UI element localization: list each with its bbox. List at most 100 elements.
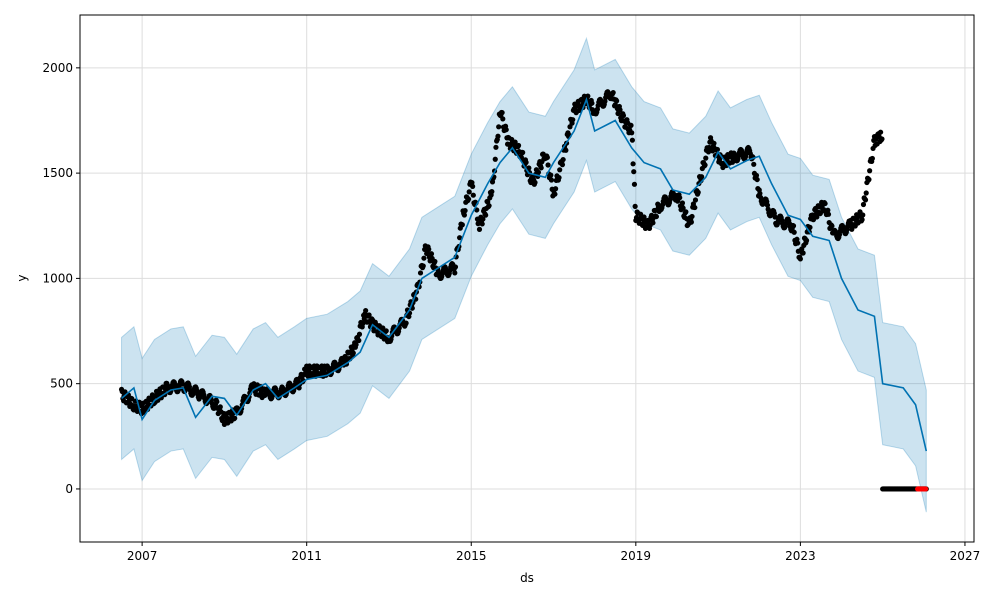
observed-point [688,219,694,225]
observed-point [628,122,634,128]
observed-point [461,212,467,218]
observed-point [544,154,550,161]
observed-point [403,320,409,326]
y-tick-label: 500 [50,377,73,391]
observed-point [630,161,636,167]
observed-point [679,200,686,206]
observed-point [350,350,356,356]
observed-point [492,156,498,162]
observed-point [535,169,542,175]
y-tick-label: 2000 [42,61,73,75]
observed-point [689,213,695,220]
observed-point [499,110,505,116]
observed-point [493,144,499,150]
observed-point [753,172,760,179]
observed-point [417,270,424,276]
observed-point [217,404,223,410]
observed-point [610,89,616,96]
observed-point [526,165,532,171]
observed-point [699,174,705,180]
observed-point [552,186,559,192]
observed-point [585,93,591,99]
observed-point [863,190,869,196]
observed-point [751,161,757,167]
observed-point [500,116,506,122]
observed-point [515,142,522,149]
observed-point [356,331,363,337]
yhat-line [121,96,928,452]
observed-point [496,124,502,130]
observed-point [849,226,855,232]
observed-point [520,149,526,156]
observed-point [122,389,128,395]
observed-point [869,155,875,162]
observed-point [629,137,635,143]
observed-point [466,189,472,195]
observed-point [795,240,801,246]
observed-point [545,162,551,168]
observed-point [825,207,831,213]
observed-point [677,195,683,201]
x-tick-label: 2023 [785,549,816,563]
x-tick-label: 2019 [621,549,652,563]
observed-point [867,168,873,174]
observed-point [803,237,810,244]
observed-point [552,191,558,197]
observed-point [548,177,555,183]
observed-point [570,117,576,123]
observed-point [380,325,386,331]
observed-point [641,214,647,220]
y-tick-label: 1500 [42,166,73,180]
observed-point [503,127,509,133]
observed-point [860,212,866,218]
observed-point [757,190,763,197]
observed-point [797,256,803,262]
observed-point [296,385,302,391]
observed-point [650,220,656,226]
observed-point [680,205,686,211]
observed-point [800,250,806,256]
observed-point [703,155,709,161]
observed-point [614,98,620,104]
observed-point [366,312,372,318]
observed-point [692,197,699,203]
observed-point [790,223,797,229]
observed-point [360,320,366,327]
y-tick-label: 0 [65,482,73,496]
observed-point [489,189,495,195]
observed-point [683,209,689,215]
interval-area [121,36,927,513]
observed-point [557,167,563,173]
forecast-line [121,96,928,452]
y-axis-label: y [15,274,29,281]
observed-point [353,342,359,348]
observed-point [383,328,389,334]
observed-point [653,213,659,220]
observed-point [631,181,638,187]
observed-point [859,217,865,223]
observed-point [705,149,712,155]
grid [80,15,974,542]
observed-point [214,399,220,405]
observed-point [878,129,884,135]
observed-point [432,258,438,265]
observed-point [452,270,458,276]
x-tick-label: 2007 [127,549,158,563]
observed-point [483,212,489,218]
observed-point [512,139,518,145]
observed-point [814,214,820,220]
observed-point [356,337,362,344]
observed-point [486,203,492,209]
observed-point [462,208,468,214]
observed-point [479,221,485,227]
observed-point [702,162,708,168]
observed-point [452,264,459,270]
observed-point [791,229,797,235]
observed-point [589,100,595,106]
x-tick-label: 2011 [291,549,322,563]
observed-point [714,146,721,153]
observed-point [421,255,427,261]
observed-point [829,223,835,229]
observed-point [523,159,529,165]
